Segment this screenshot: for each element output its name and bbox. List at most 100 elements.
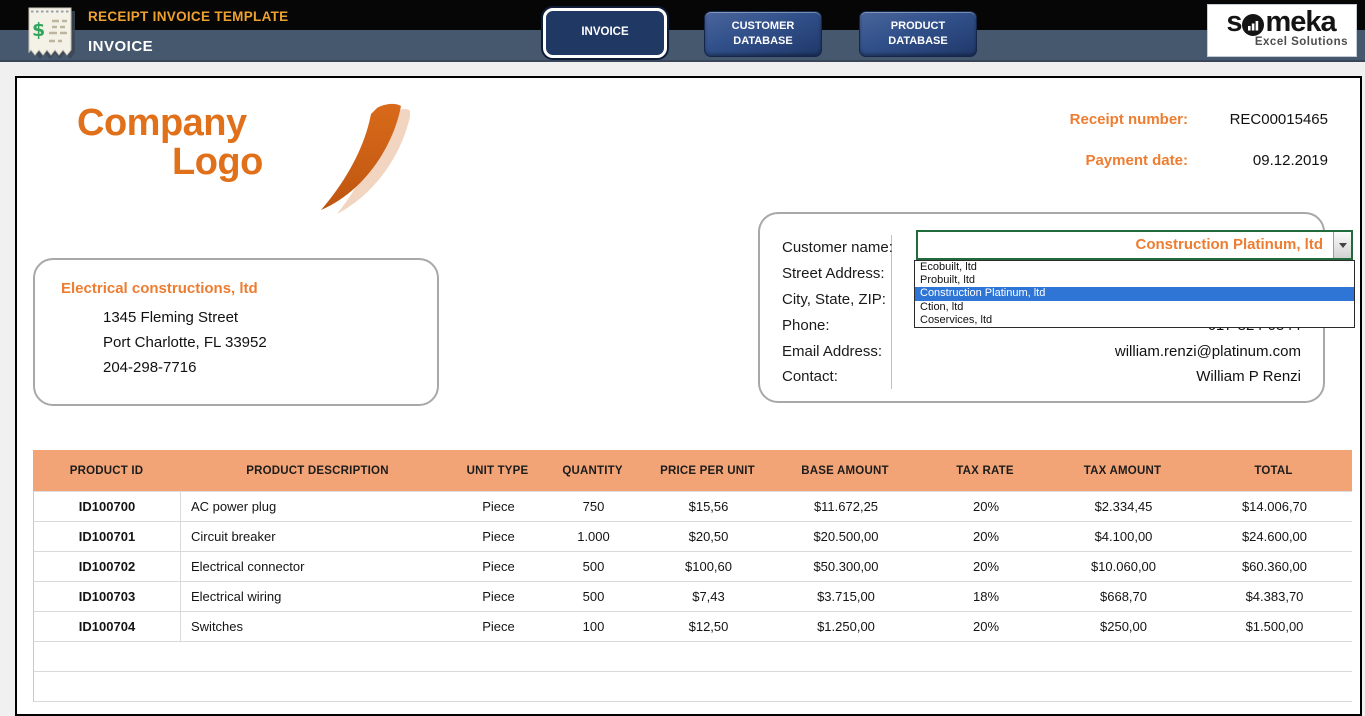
table-cell[interactable]: $24.600,00: [1241, 529, 1308, 544]
company-logo-text2: Logo: [172, 141, 263, 183]
topbar-slate-strip: [0, 30, 1365, 62]
company-logo-swoosh-icon: [305, 102, 411, 219]
invoice-table-header: PRODUCT ID PRODUCT DESCRIPTION UNIT TYPE QU…: [33, 450, 1352, 491]
invoice-table: PRODUCT ID PRODUCT DESCRIPTION UNIT TYPE QU…: [33, 450, 1352, 702]
payment-date-value[interactable]: 09.12.2019: [1252, 152, 1328, 169]
column-header-5: PRICE PER UNIT: [660, 464, 755, 477]
table-cell[interactable]: Piece: [482, 589, 515, 604]
someka-tagline: Excel Solutions: [1254, 36, 1348, 48]
table-cell[interactable]: AC power plug: [191, 499, 277, 514]
table-cell[interactable]: $15,56: [688, 499, 729, 514]
table-cell[interactable]: 1.000: [577, 529, 610, 544]
customer-dropdown-list: Ecobuilt, ltd Probuilt, ltd Construction P…: [914, 260, 1355, 328]
table-cell[interactable]: $2.334,45: [1094, 499, 1153, 514]
nav-buttons-group: INVOICE CUSTOMER DATABASE PRODUCT DATABASE: [543, 8, 977, 58]
table-cell[interactable]: Piece: [482, 529, 515, 544]
column-header-4: QUANTITY: [562, 464, 623, 477]
customer-field-label: Contact:: [782, 368, 838, 386]
table-cell[interactable]: 20%: [972, 559, 1000, 574]
dropdown-arrow-icon[interactable]: [1333, 232, 1351, 258]
dropdown-option[interactable]: Probuilt, ltd: [920, 274, 976, 287]
table-cell[interactable]: $668,70: [1100, 589, 1147, 604]
table-cell[interactable]: 500: [582, 559, 605, 574]
column-header-2: PRODUCT DESCRIPTION: [246, 464, 389, 477]
table-cell[interactable]: $4.383,70: [1245, 589, 1304, 604]
nav-button-product-database[interactable]: PRODUCT DATABASE: [859, 11, 977, 57]
table-row-empty[interactable]: [33, 642, 1352, 672]
column-header-6: BASE AMOUNT: [801, 464, 889, 477]
table-cell[interactable]: Circuit breaker: [191, 529, 276, 544]
column-header-9: TOTAL: [1254, 464, 1293, 477]
dropdown-option[interactable]: Construction Platinum, ltd: [915, 287, 1354, 301]
table-cell[interactable]: Piece: [482, 559, 515, 574]
table-cell[interactable]: ID100701: [34, 522, 181, 551]
customer-name-selected-value[interactable]: Construction Platinum, ltd: [1135, 236, 1324, 253]
table-cell[interactable]: $14.006,70: [1241, 499, 1308, 514]
someka-chart-o-icon: [1242, 12, 1265, 36]
table-cell[interactable]: $7,43: [692, 589, 725, 604]
table-cell[interactable]: Switches: [191, 619, 244, 634]
someka-wordmark: s meka: [1226, 6, 1336, 38]
customer-field-row: Customer name:: [782, 235, 1301, 261]
seller-address-line-3: 204-298-7716: [103, 359, 197, 376]
table-cell[interactable]: $1.500,00: [1245, 619, 1304, 634]
column-header-8: TAX AMOUNT: [1083, 464, 1162, 477]
customer-fields: Customer name: Street Address: City, State…: [782, 235, 1301, 390]
table-cell[interactable]: ID100704: [34, 612, 181, 641]
table-cell[interactable]: 500: [582, 589, 605, 604]
column-header-3: UNIT TYPE: [466, 464, 529, 477]
table-cell[interactable]: $3.715,00: [817, 589, 875, 604]
receipt-number-value[interactable]: REC00015465: [1229, 111, 1328, 128]
table-cell[interactable]: $50.300,00: [813, 559, 879, 574]
table-cell[interactable]: $11.672,25: [813, 499, 879, 514]
dropdown-option[interactable]: Ecobuilt, ltd: [920, 261, 977, 273]
customer-field-value[interactable]: william.renzi@platinum.com: [1114, 342, 1301, 360]
table-cell[interactable]: Electrical wiring: [191, 589, 282, 604]
table-cell[interactable]: 20%: [972, 529, 1000, 544]
table-cell[interactable]: ID100703: [34, 582, 181, 611]
invoice-sheet: Company Logo Receipt number: REC00015465…: [15, 76, 1362, 716]
table-cell[interactable]: $12,50: [688, 619, 729, 634]
table-cell[interactable]: $250,00: [1100, 619, 1147, 634]
table-cell[interactable]: $10.060,00: [1090, 559, 1157, 574]
sheet-title: INVOICE: [88, 38, 154, 55]
nav-button-customer-database[interactable]: CUSTOMER DATABASE: [704, 11, 822, 57]
table-row: ID100702 Electrical connector Piece 500 $100…: [33, 552, 1352, 582]
customer-field-label: Phone:: [782, 316, 830, 334]
table-cell[interactable]: Piece: [482, 619, 515, 634]
table-cell[interactable]: 20%: [972, 619, 1000, 634]
customer-field-value[interactable]: William P Renzi: [1196, 368, 1301, 386]
table-cell[interactable]: $1.250,00: [817, 619, 875, 634]
customer-box-divider: [891, 235, 892, 389]
nav-button-invoice[interactable]: INVOICE: [543, 8, 667, 58]
customer-field-label: Street Address:: [782, 265, 885, 283]
table-row: ID100704 Switches Piece 100 $12,50 $1.250,00 2…: [33, 612, 1352, 642]
column-header-1: PRODUCT ID: [69, 464, 144, 477]
table-cell[interactable]: Electrical connector: [191, 559, 305, 574]
table-cell[interactable]: $4.100,00: [1094, 529, 1153, 544]
table-cell[interactable]: 100: [582, 619, 605, 634]
customer-name-dropdown[interactable]: Construction Platinum, ltd: [916, 230, 1353, 260]
someka-logo[interactable]: s meka Excel Solutions: [1207, 4, 1357, 57]
customer-field-label: Customer name:: [782, 239, 893, 257]
table-cell[interactable]: $60.360,00: [1241, 559, 1308, 574]
company-logo-text: Company: [77, 102, 247, 144]
table-cell[interactable]: $100,60: [685, 559, 732, 574]
table-cell[interactable]: 20%: [972, 499, 1000, 514]
table-cell[interactable]: $20.500,00: [813, 529, 879, 544]
dropdown-option[interactable]: Coservices, ltd: [920, 313, 993, 326]
payment-date-row: Payment date: 09.12.2019: [1070, 152, 1328, 169]
table-cell[interactable]: 18%: [972, 589, 1000, 604]
receipt-number-label: Receipt number:: [1069, 111, 1188, 128]
template-title: RECEIPT INVOICE TEMPLATE: [88, 9, 289, 24]
seller-address-line-2: Port Charlotte, FL 33952: [103, 334, 267, 351]
dropdown-option[interactable]: Ction, ltd: [920, 300, 964, 313]
table-cell[interactable]: ID100700: [34, 492, 181, 521]
seller-address-line-1: 1345 Fleming Street: [103, 309, 239, 326]
seller-info-box: Electrical constructions, ltd 1345 Flemi…: [33, 258, 439, 406]
table-row-empty[interactable]: [33, 672, 1352, 702]
table-cell[interactable]: ID100702: [34, 552, 181, 581]
table-cell[interactable]: 750: [582, 499, 605, 514]
table-cell[interactable]: Piece: [482, 499, 515, 514]
table-cell[interactable]: $20,50: [688, 529, 729, 544]
